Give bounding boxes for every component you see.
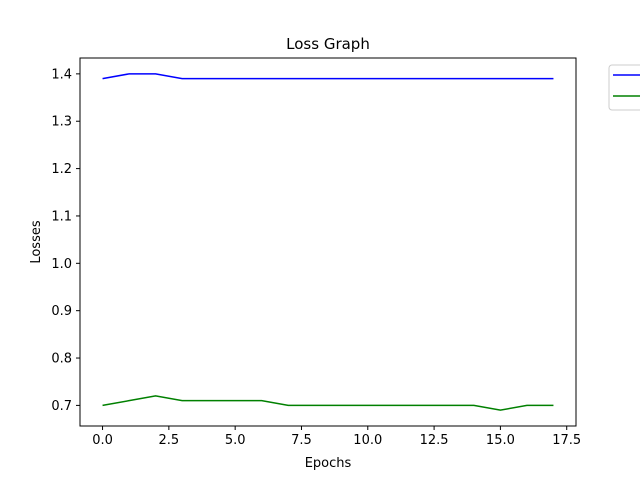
series-line-1 <box>102 73 554 80</box>
x-tick-label: 12.5 <box>420 433 449 448</box>
axes-frame <box>79 57 577 427</box>
x-tick-label: 10.0 <box>353 433 382 448</box>
y-tick-label: 0.8 <box>51 352 72 367</box>
y-tick-label: 0.7 <box>51 399 72 414</box>
y-axis: 0.7 0.8 0.9 1.0 1.1 1.2 1.3 1.4 <box>51 67 80 414</box>
plot-area <box>102 73 554 411</box>
y-tick-label: 1.0 <box>51 257 72 272</box>
y-tick-label: 0.9 <box>51 304 72 319</box>
chart-title: Loss Graph <box>286 35 370 53</box>
legend-box <box>608 64 640 111</box>
x-axis: 0.0 2.5 5.0 7.5 10.0 12.5 15.0 17.5 <box>92 426 581 448</box>
x-tick-label: 2.5 <box>159 433 180 448</box>
x-tick-label: 0.0 <box>92 433 113 448</box>
y-tick-label: 1.3 <box>51 115 72 130</box>
legend <box>608 64 640 111</box>
y-tick-label: 1.2 <box>51 162 72 177</box>
x-axis-label: Epochs <box>305 456 352 471</box>
x-tick-label: 7.5 <box>291 433 312 448</box>
y-tick-label: 1.4 <box>51 67 72 82</box>
y-axis-label: Losses <box>29 220 44 264</box>
x-tick-label: 17.5 <box>552 433 581 448</box>
series-line-2 <box>102 395 554 411</box>
y-tick-label: 1.1 <box>51 209 72 224</box>
x-tick-label: 5.0 <box>225 433 246 448</box>
x-tick-label: 15.0 <box>486 433 515 448</box>
